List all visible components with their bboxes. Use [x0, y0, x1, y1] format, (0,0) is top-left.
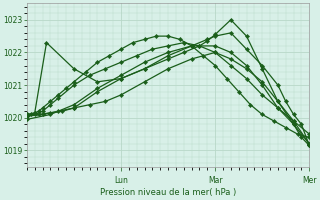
X-axis label: Pression niveau de la mer( hPa ): Pression niveau de la mer( hPa ): [100, 188, 236, 197]
